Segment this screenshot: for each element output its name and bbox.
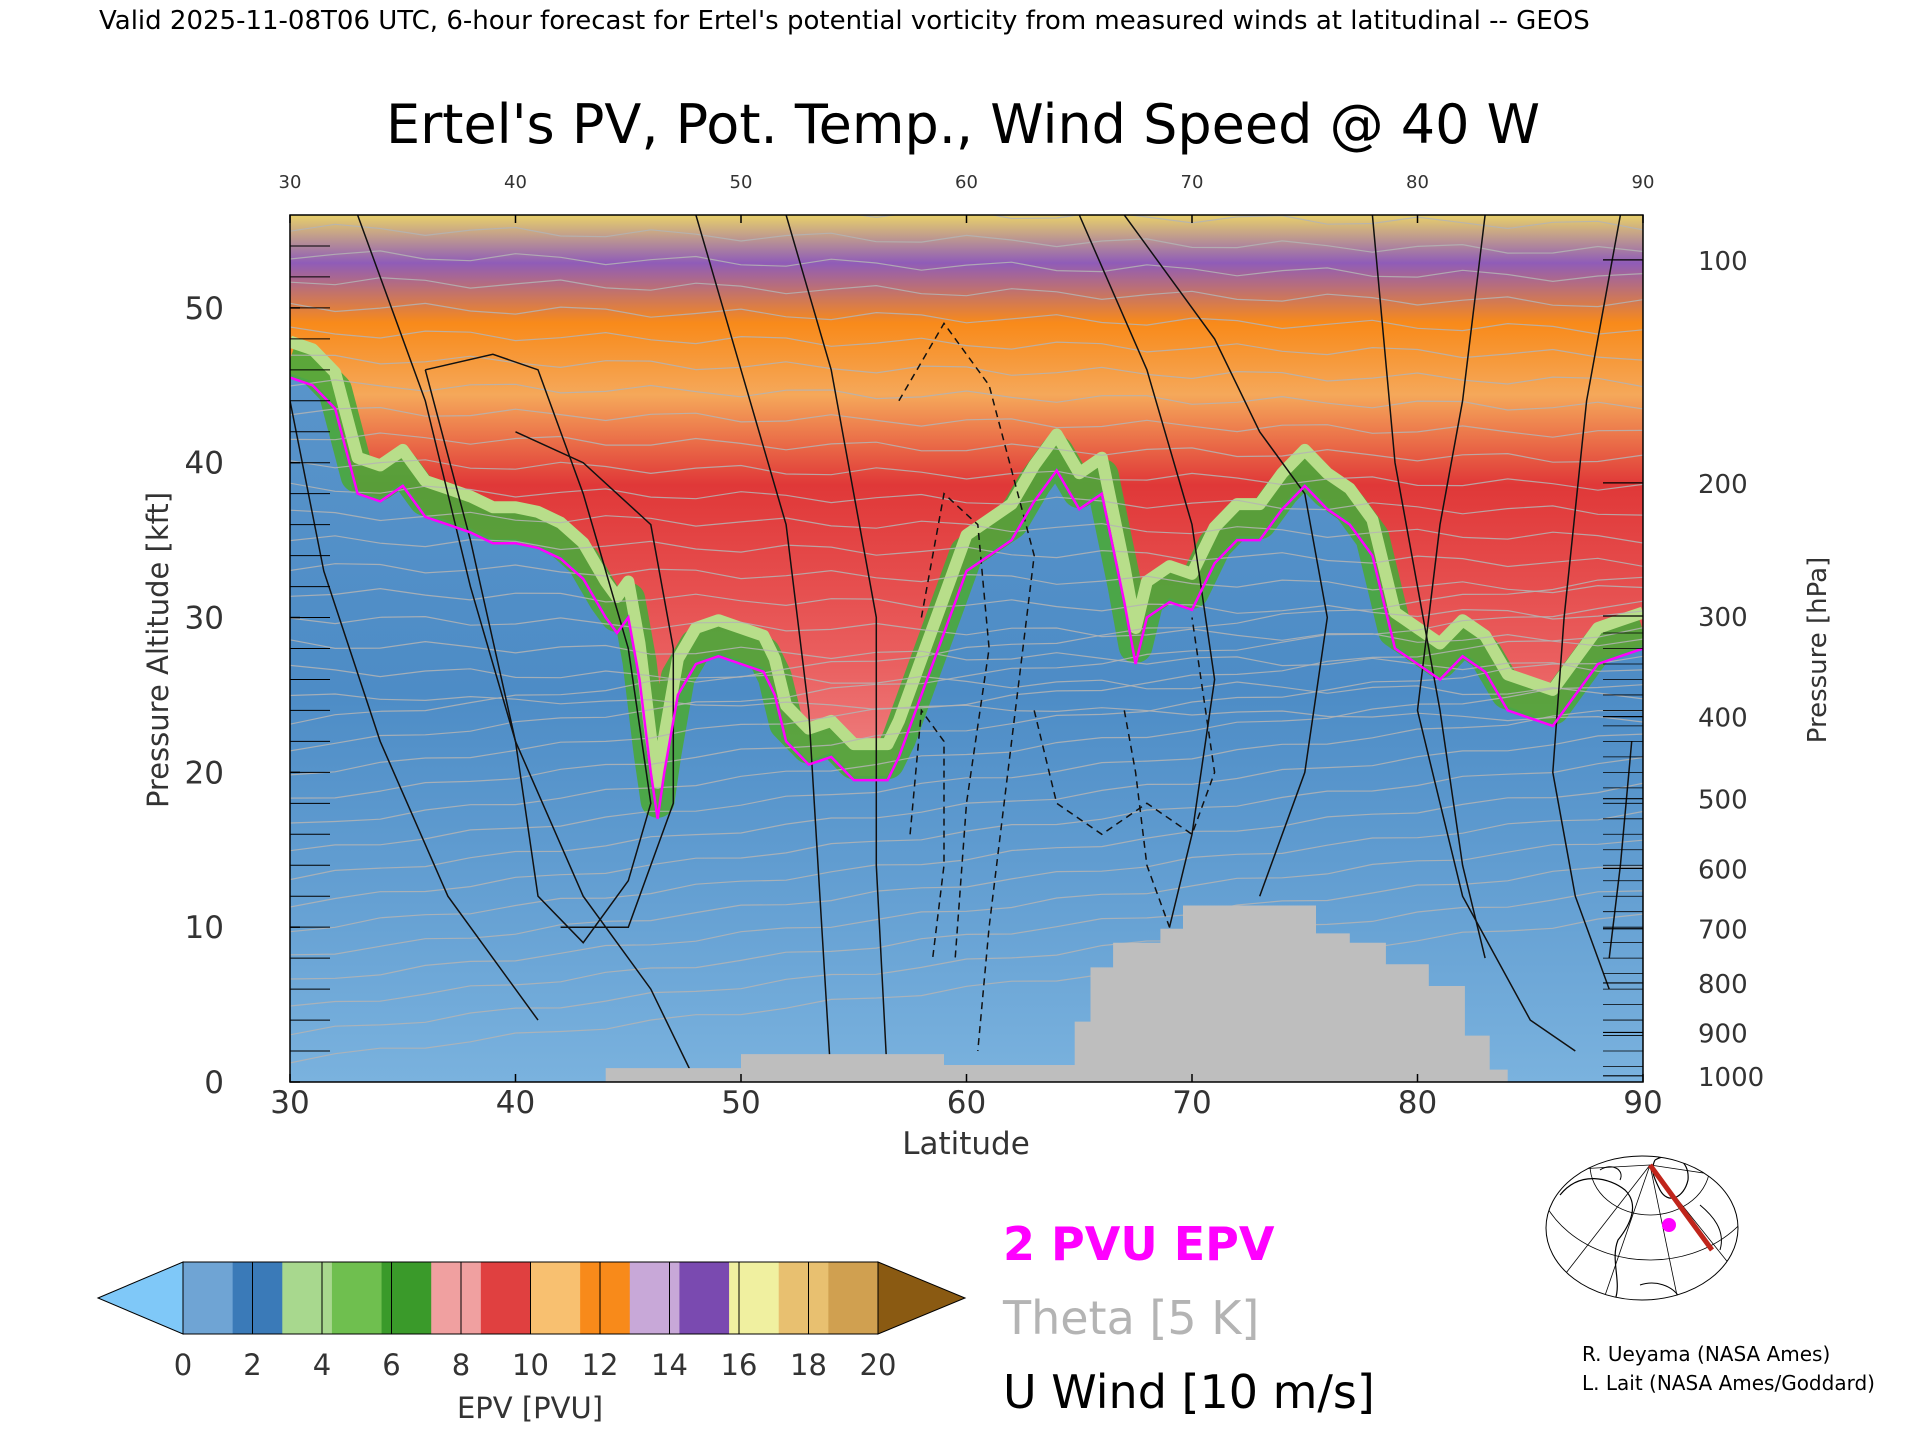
x-tick-label-top: 30 xyxy=(279,172,302,193)
colorbar-segment xyxy=(331,1262,383,1334)
colorbar-segment xyxy=(530,1262,581,1334)
x-tick-label-top: 50 xyxy=(730,172,753,193)
chart-title: Ertel's PV, Pot. Temp., Wind Speed @ 40 … xyxy=(386,93,1540,156)
y-tick-label-left: 0 xyxy=(204,1065,224,1101)
y-tick-label-left: 50 xyxy=(185,291,224,327)
colorbar-segment xyxy=(183,1262,234,1334)
colorbar-segment xyxy=(679,1262,730,1334)
colorbar-tick-label: 14 xyxy=(651,1348,688,1382)
colorbar-label: EPV [PVU] xyxy=(457,1391,603,1425)
colorbar-segment xyxy=(381,1262,432,1334)
colorbar-tick-label: 16 xyxy=(721,1348,758,1382)
cross-section-path xyxy=(1647,1163,1715,1252)
x-tick-label-bottom: 80 xyxy=(1398,1085,1437,1121)
colorbar-segment xyxy=(828,1262,879,1334)
colorbar-tick-label: 8 xyxy=(452,1348,470,1382)
colorbar-tick-label: 2 xyxy=(243,1348,261,1382)
x-tick-label-bottom: 40 xyxy=(496,1085,535,1121)
colorbar-segment xyxy=(629,1262,680,1334)
colorbar-tick-label: 6 xyxy=(382,1348,400,1382)
y-tick-label-left: 20 xyxy=(185,755,224,791)
y-tick-label-right: 200 xyxy=(1698,470,1748,500)
x-tick-label-top: 60 xyxy=(955,172,978,193)
x-tick-label-bottom: 30 xyxy=(270,1085,309,1121)
y-axis-right: 100 200 300 400 500 600 700 800 900 1000 xyxy=(1603,247,1764,1093)
tropopause-light-green-band xyxy=(290,335,1643,789)
x-tick-label-bottom: 70 xyxy=(1172,1085,1211,1121)
y-axis-right-label: Pressure [hPa] xyxy=(1803,557,1833,744)
u-wind-contours xyxy=(290,215,1633,1082)
credit-line-2: L. Lait (NASA Ames/Goddard) xyxy=(1582,1371,1875,1395)
colorbar-segment xyxy=(431,1262,482,1334)
x-tick-label-bottom: 90 xyxy=(1623,1085,1662,1121)
colorbar-under-arrow xyxy=(96,1261,184,1335)
colorbar-tick-label: 10 xyxy=(512,1348,549,1382)
colorbar-tick-label: 4 xyxy=(313,1348,331,1382)
y-tick-label-left: 40 xyxy=(185,446,224,482)
x-axis-label: Latitude xyxy=(902,1126,1030,1162)
pv-2-contour xyxy=(290,376,1643,819)
y-tick-label-left: 10 xyxy=(185,910,224,946)
colorbar-segment xyxy=(282,1262,333,1334)
y-tick-label-right: 1000 xyxy=(1698,1063,1764,1093)
y-tick-label-right: 400 xyxy=(1698,704,1748,734)
colorbar-tick-label: 18 xyxy=(790,1348,827,1382)
legend-u-wind: U Wind [10 m/s] xyxy=(1003,1365,1375,1419)
x-tick-label-bottom: 60 xyxy=(947,1085,986,1121)
y-tick-label-right: 500 xyxy=(1698,786,1748,816)
location-marker xyxy=(1662,1218,1676,1232)
colorbar-tick-label: 20 xyxy=(860,1348,897,1382)
y-tick-label-left: 30 xyxy=(185,601,224,637)
cross-section-plot xyxy=(290,215,1643,1082)
legend-theta: Theta [5 K] xyxy=(1002,1291,1259,1345)
y-axis-left-label: Pressure Altitude [kft] xyxy=(141,492,175,808)
colorbar-segment xyxy=(480,1262,531,1334)
credit-line-1: R. Ueyama (NASA Ames) xyxy=(1582,1342,1830,1366)
x-tick-label-top: 80 xyxy=(1406,172,1429,193)
y-tick-label-right: 900 xyxy=(1698,1019,1748,1049)
colorbar-segment xyxy=(232,1262,283,1334)
y-tick-label-right: 800 xyxy=(1698,970,1748,1000)
x-tick-label-top: 90 xyxy=(1632,172,1655,193)
legend-pv: 2 PVU EPV xyxy=(1003,1217,1275,1271)
colorbar-segment xyxy=(729,1262,780,1334)
y-axis-left: 0 10 20 30 40 50 xyxy=(185,214,330,1101)
y-tick-label-right: 300 xyxy=(1698,603,1748,633)
y-tick-label-right: 100 xyxy=(1698,247,1748,277)
legend: 2 PVU EPV Theta [5 K] U Wind [10 m/s] xyxy=(1002,1217,1375,1419)
x-tick-label-top: 70 xyxy=(1181,172,1204,193)
colorbar: 0 2 4 6 8 10 12 14 16 18 20 EPV [PVU] xyxy=(96,1261,967,1425)
terrain-mask xyxy=(605,905,1508,1082)
y-tick-label-right: 700 xyxy=(1698,916,1748,946)
colorbar-tick-label: 0 xyxy=(174,1348,192,1382)
x-tick-label-bottom: 50 xyxy=(721,1085,760,1121)
colorbar-segment xyxy=(778,1262,829,1334)
colorbar-segment xyxy=(580,1262,631,1334)
x-axis-bottom: 30 40 50 60 70 80 90 xyxy=(270,1074,1663,1121)
valid-time-header: Valid 2025-11-08T06 UTC, 6-hour forecast… xyxy=(99,6,1590,36)
x-axis-top: 30 40 50 60 70 80 90 xyxy=(279,172,1655,223)
colorbar-tick-label: 12 xyxy=(582,1348,619,1382)
y-tick-label-right: 600 xyxy=(1698,855,1748,885)
colorbar-over-arrow xyxy=(877,1261,967,1335)
x-tick-label-top: 40 xyxy=(504,172,527,193)
